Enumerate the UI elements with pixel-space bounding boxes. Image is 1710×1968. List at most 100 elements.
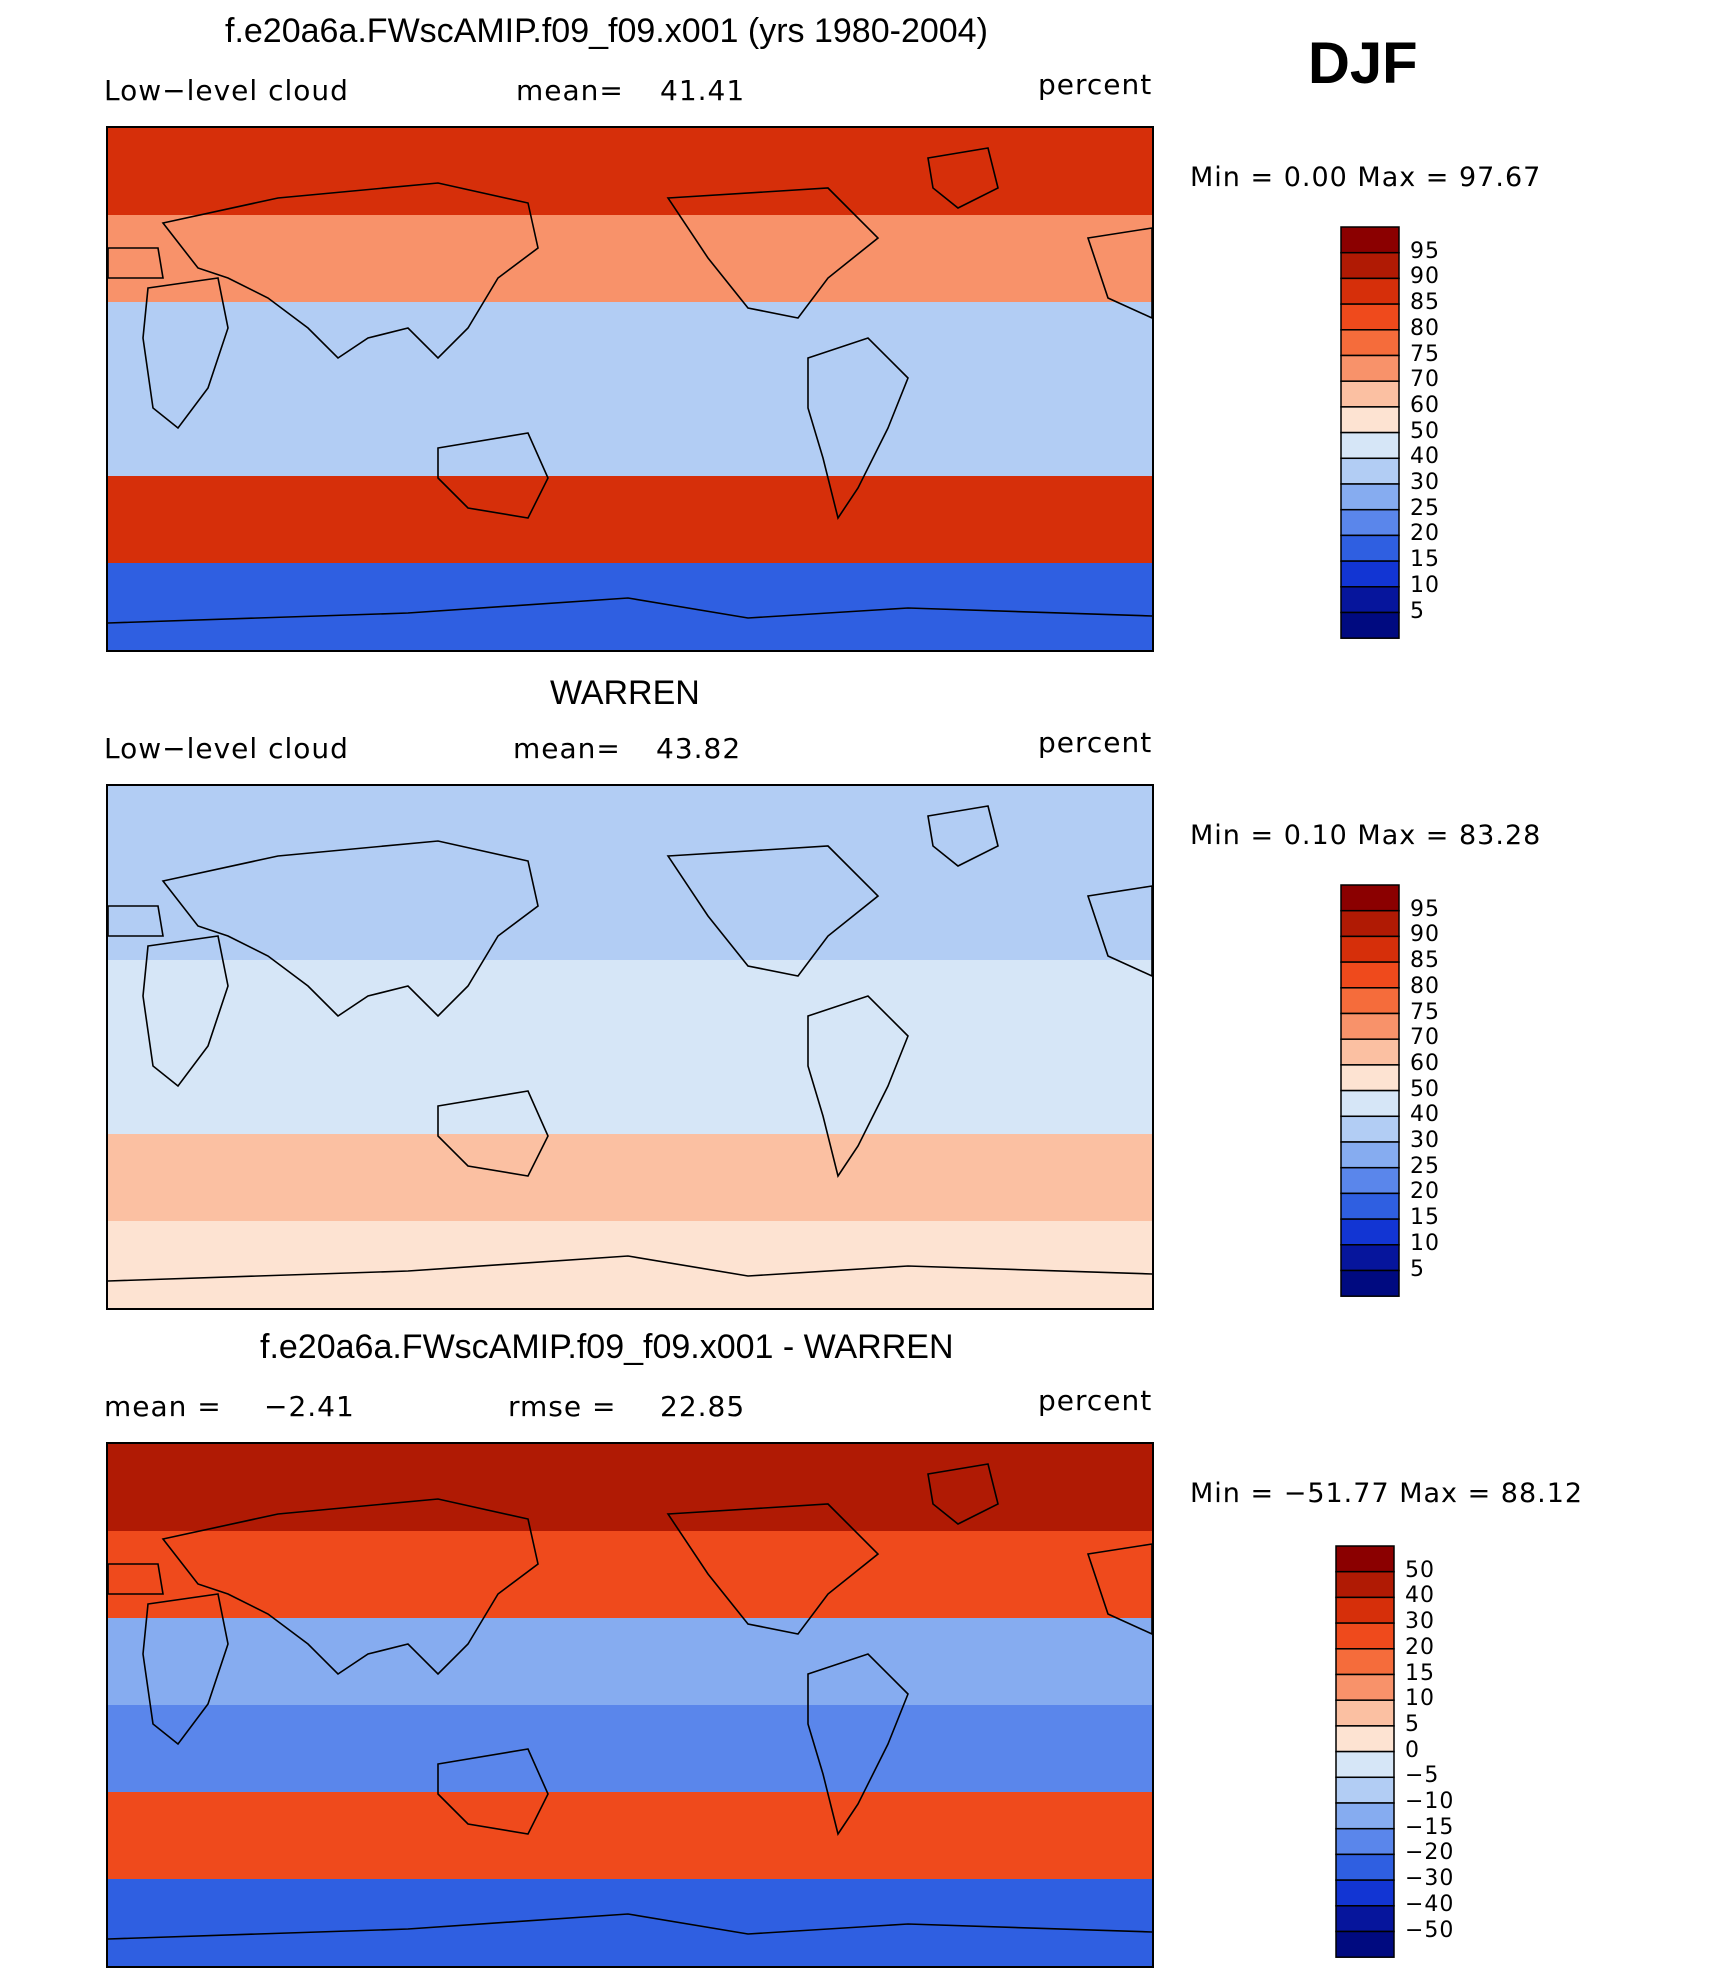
- coastline-antarctica: [108, 1913, 1152, 1940]
- panel3-map-svg: [108, 1444, 1152, 1966]
- coastline: [666, 845, 880, 977]
- panel1-unit: percent: [1038, 68, 1153, 101]
- colorbar-tick-label: 10: [1410, 572, 1440, 598]
- colorbar-box: [1340, 560, 1400, 588]
- coastline: [807, 337, 909, 520]
- map-band: [108, 1221, 1152, 1308]
- colorbar-box: [1335, 1905, 1395, 1933]
- colorbar-tick-label: 30: [1410, 470, 1440, 495]
- coastline: [807, 995, 909, 1178]
- colorbar-tick-label: 10: [1405, 1686, 1435, 1712]
- coastline-antarctica: [108, 597, 1152, 624]
- coastline: [142, 1593, 229, 1746]
- panel2-minmax: Min = 0.10 Max = 83.28: [1190, 820, 1542, 851]
- panel2-title: WARREN: [550, 674, 700, 712]
- colorbar-box: [1335, 1879, 1395, 1907]
- map-band: [108, 1444, 1152, 1531]
- colorbar-tick-label: 30: [1410, 1128, 1440, 1153]
- colorbar-tick-label: −5: [1405, 1763, 1440, 1789]
- panel3-unit: percent: [1038, 1384, 1153, 1417]
- panel3-rmse-value: 22.85: [660, 1390, 746, 1423]
- map-band: [108, 1531, 1152, 1618]
- coastline-antarctica: [108, 1255, 1152, 1282]
- coastline: [807, 1653, 909, 1836]
- panel1-title: f.e20a6a.FWscAMIP.f09_f09.x001 (yrs 1980…: [225, 12, 988, 50]
- colorbar-tick-label: 40: [1410, 1102, 1440, 1128]
- colorbar-tick-label: 25: [1410, 495, 1440, 521]
- coastline: [1086, 227, 1152, 319]
- colorbar-tick-label: 0: [1405, 1737, 1420, 1763]
- colorbar-box: [1340, 354, 1400, 382]
- colorbar-box: [1335, 1596, 1395, 1624]
- colorbar-tick-label: −10: [1405, 1789, 1455, 1814]
- map-band: [108, 1618, 1152, 1705]
- colorbar-box: [1340, 431, 1400, 460]
- colorbar-tick-label: 20: [1410, 1179, 1440, 1205]
- map-band: [108, 1134, 1152, 1221]
- map-band: [108, 128, 1152, 215]
- panel1-map: [106, 126, 1154, 652]
- coastline: [161, 840, 539, 1018]
- colorbar-box: [1340, 1012, 1400, 1040]
- colorbar-box: [1340, 1115, 1400, 1143]
- panel3-title: f.e20a6a.FWscAMIP.f09_f09.x001 - WARREN: [260, 1328, 954, 1366]
- coastline: [108, 247, 164, 279]
- colorbar-tick-label: 30: [1405, 1609, 1435, 1635]
- colorbar-box: [1340, 329, 1400, 357]
- colorbar-tick-label: 75: [1410, 341, 1440, 367]
- colorbar-box: [1335, 1776, 1395, 1804]
- colorbar-tick-label: 50: [1410, 1076, 1440, 1102]
- map-band: [108, 563, 1152, 650]
- map-band: [108, 1879, 1152, 1966]
- colorbar-box: [1335, 1673, 1395, 1701]
- colorbar-svg: [1335, 1545, 1395, 1958]
- panel1-variable: Low−level cloud: [104, 74, 349, 107]
- coastline: [161, 182, 539, 360]
- map-band: [108, 960, 1152, 1047]
- colorbar-tick-label: 15: [1410, 547, 1440, 573]
- map-band: [108, 215, 1152, 302]
- map-band: [108, 476, 1152, 563]
- colorbar-tick-label: 85: [1410, 290, 1440, 316]
- panel2-map-svg: [108, 786, 1152, 1308]
- map-band: [108, 786, 1152, 873]
- colorbar-box: [1340, 1244, 1400, 1272]
- colorbar-box: [1335, 1570, 1395, 1599]
- colorbar-tick-label: 50: [1405, 1557, 1435, 1583]
- colorbar-box: [1340, 961, 1400, 989]
- colorbar-tick-label: 95: [1410, 896, 1440, 922]
- colorbar-box: [1335, 1622, 1395, 1650]
- coastline: [1086, 1543, 1152, 1635]
- colorbar-box: [1340, 508, 1400, 537]
- colorbar-box: [1340, 483, 1400, 511]
- colorbar-box: [1335, 1930, 1395, 1958]
- map-band: [108, 873, 1152, 960]
- colorbar-box: [1340, 1089, 1400, 1118]
- panel1-minmax: Min = 0.00 Max = 97.67: [1190, 162, 1542, 193]
- panel1-mean-label: mean=: [516, 74, 624, 107]
- coastline: [437, 1090, 549, 1177]
- colorbar-box: [1335, 1750, 1395, 1779]
- colorbar-tick-label: −50: [1405, 1917, 1455, 1943]
- colorbar-tick-label: 5: [1410, 1256, 1425, 1282]
- colorbar-tick-label: 60: [1410, 1050, 1440, 1076]
- colorbar-tick-label: 80: [1410, 315, 1440, 341]
- colorbar-box: [1340, 935, 1400, 963]
- colorbar-box: [1340, 1064, 1400, 1092]
- colorbar-box: [1340, 1038, 1400, 1066]
- coastline: [437, 432, 549, 519]
- colorbar-box: [1340, 226, 1400, 254]
- colorbar-box: [1340, 611, 1400, 639]
- colorbar-svg: [1340, 884, 1400, 1297]
- colorbar-box: [1340, 534, 1400, 562]
- colorbar-box: [1340, 1192, 1400, 1220]
- colorbar-box: [1335, 1648, 1395, 1676]
- panel1-map-svg: [108, 128, 1152, 650]
- colorbar-box: [1340, 987, 1400, 1015]
- colorbar-tick-label: 70: [1410, 367, 1440, 393]
- colorbar-box: [1340, 303, 1400, 331]
- coastline: [927, 1463, 999, 1525]
- map-band: [108, 389, 1152, 476]
- colorbar-tick-label: 90: [1410, 264, 1440, 290]
- colorbar-box: [1340, 406, 1400, 434]
